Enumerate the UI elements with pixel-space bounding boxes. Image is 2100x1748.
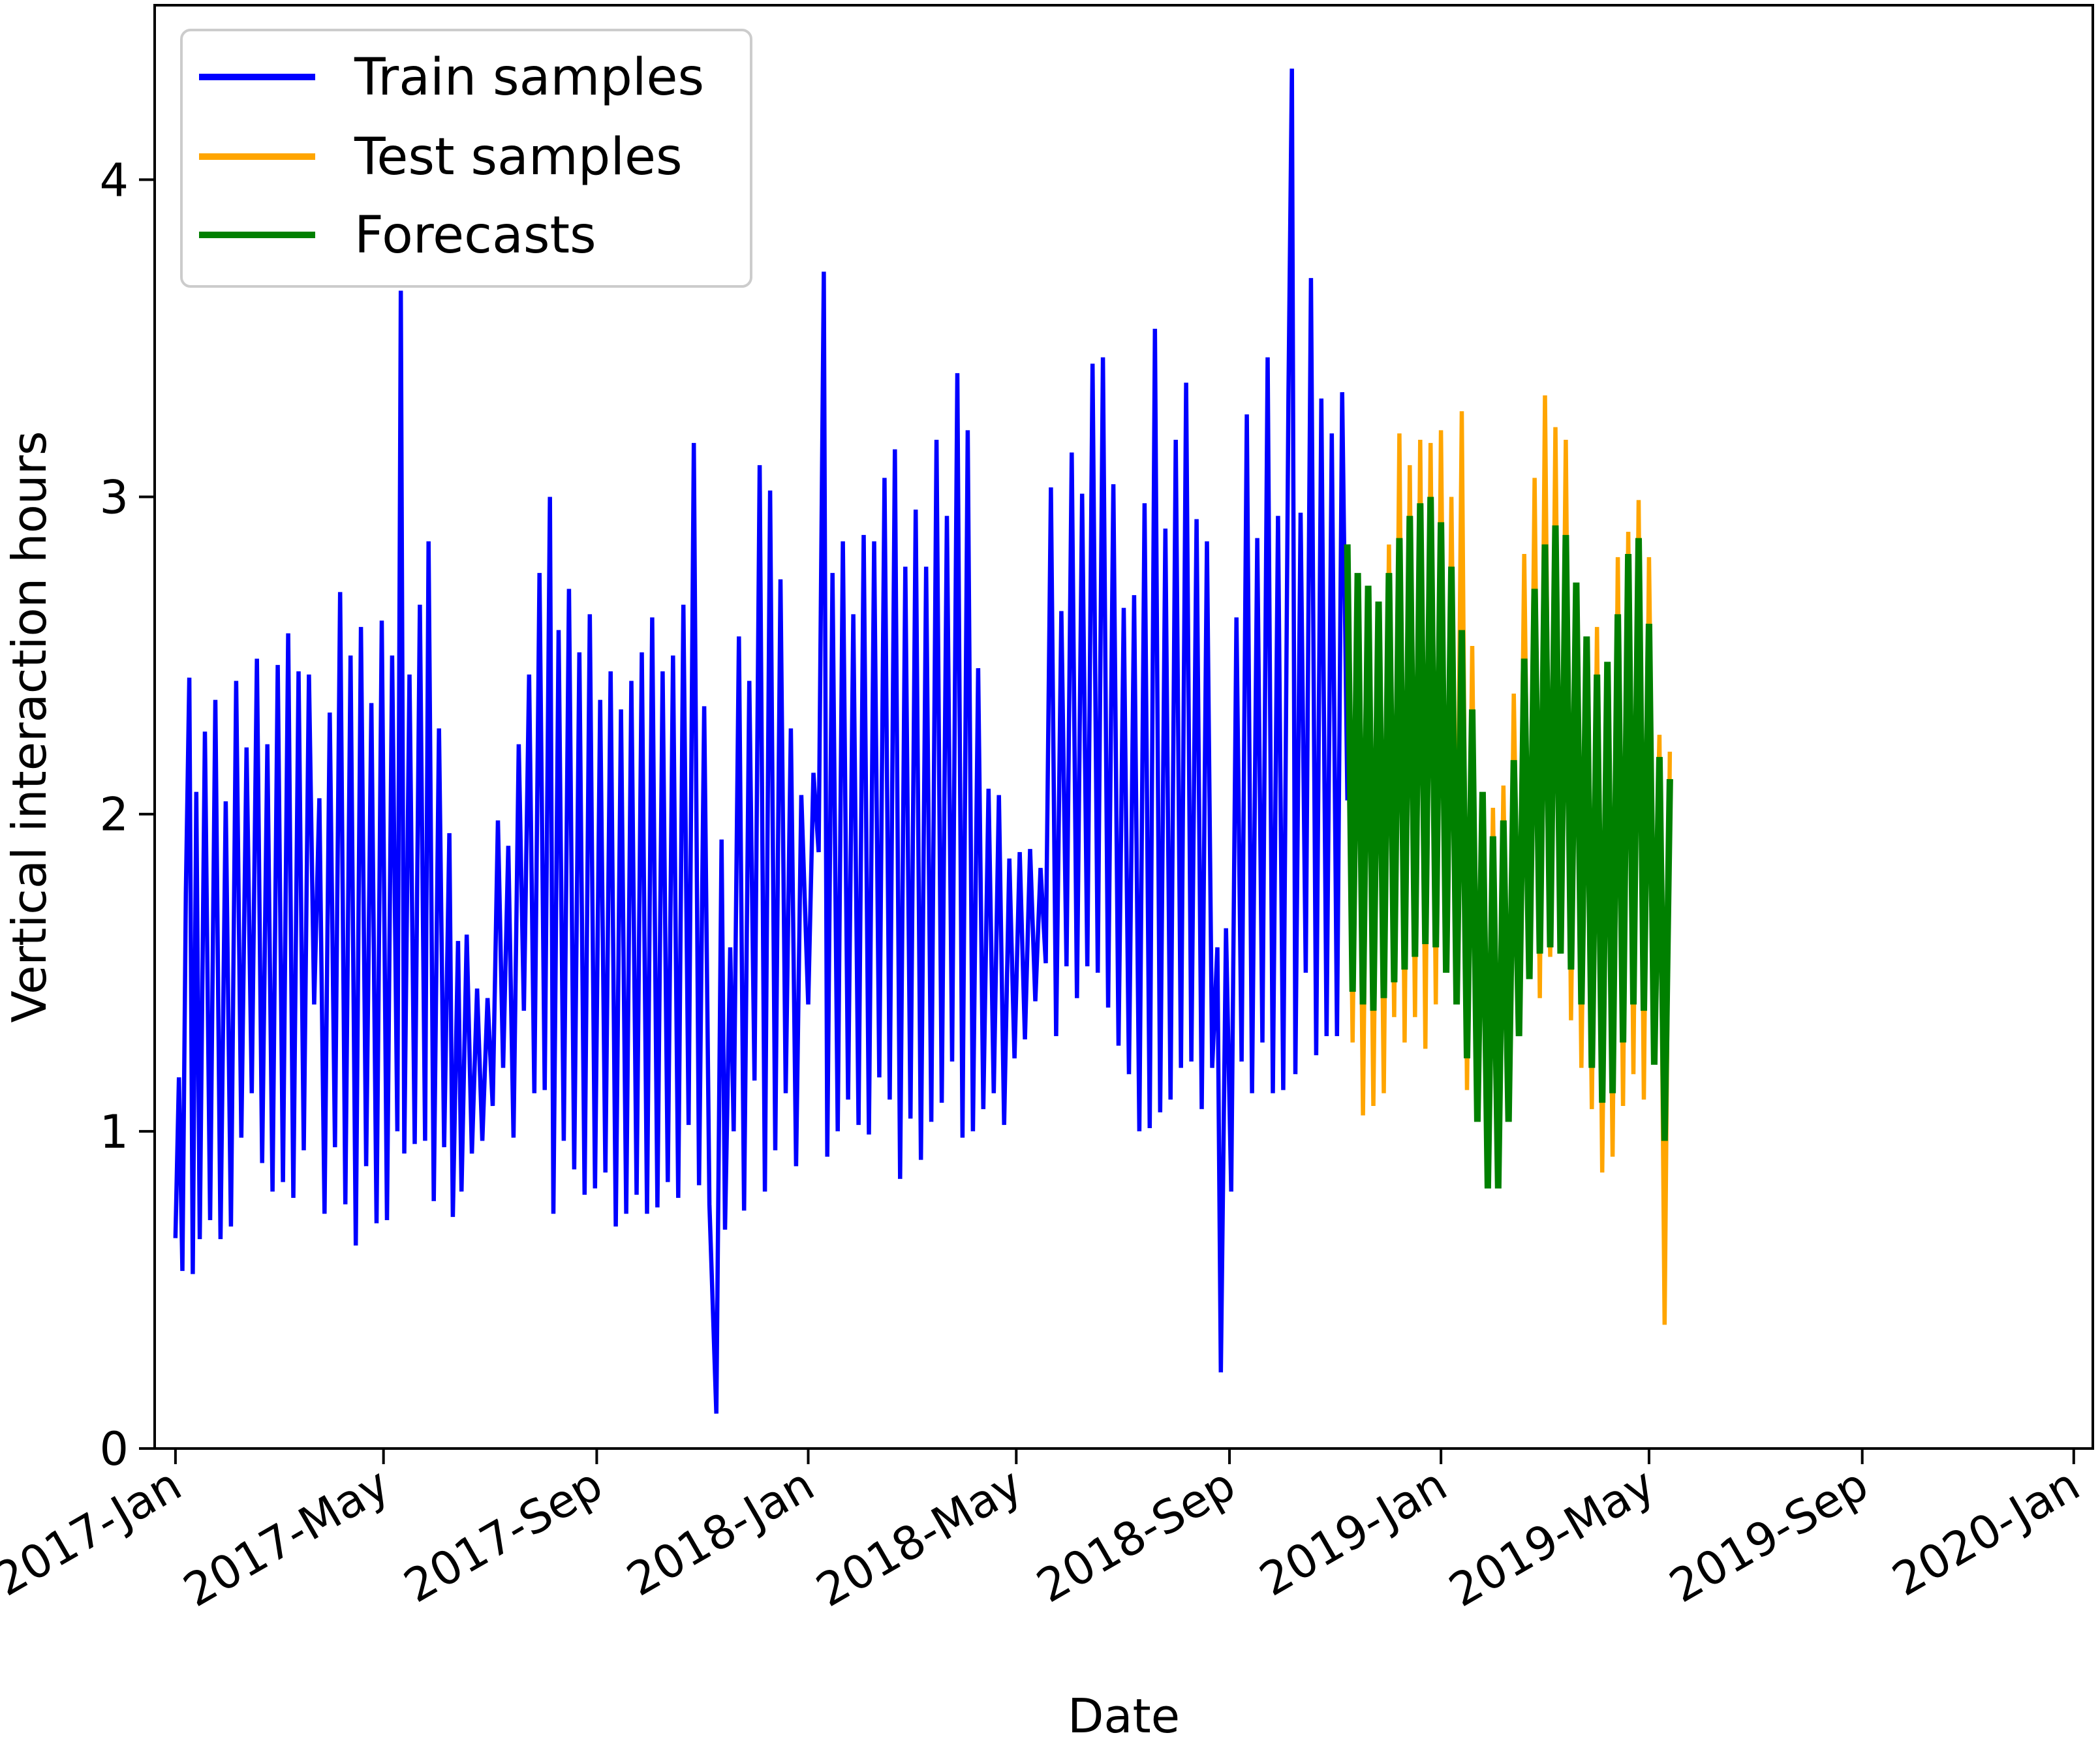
y-tick-label: 3 [99,471,129,525]
x-axis-title: Date [1068,1689,1180,1743]
y-tick-label: 4 [99,153,129,207]
legend-label-test: Test samples [354,128,683,187]
legend-label-train: Train samples [354,48,704,107]
series-line-forecasts [1344,497,1673,1189]
y-tick-label: 2 [99,788,129,842]
legend-box [180,29,752,288]
plot-frame [153,4,2094,1450]
legend-label-forecasts: Forecasts [354,206,596,265]
y-tick-label: 1 [99,1105,129,1159]
y-axis: 0 1 2 3 4 [99,153,155,1476]
series-layer [173,69,1673,1414]
y-tick-label: 0 [99,1422,129,1476]
legend: Train samples Test samples Forecasts [180,29,752,288]
y-axis-title: Vertical interaction hours [2,431,57,1022]
series-line-train-samples [173,69,1350,1414]
